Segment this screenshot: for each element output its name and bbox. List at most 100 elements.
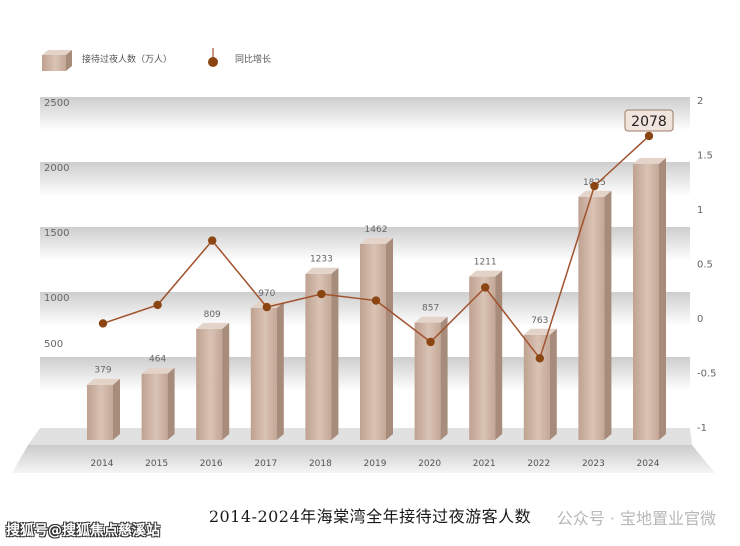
left-axis-ticks: 2500 2000 1500 1000 500: [44, 98, 69, 350]
bar-data-label: 464: [149, 355, 166, 365]
x-tick-label: 2017: [254, 459, 277, 469]
x-tick-label: 2019: [364, 459, 387, 469]
bar-side: [440, 316, 448, 440]
bar-side: [222, 322, 230, 440]
growth-point-2019: [371, 296, 381, 305]
bar-top: [414, 316, 448, 323]
bar-front: [633, 163, 659, 441]
growth-point-2018: [317, 289, 326, 299]
bar-side: [604, 190, 612, 440]
x-tick-label: 2018: [309, 459, 332, 469]
bar-front: [469, 276, 496, 440]
growth-point-2020: [426, 337, 435, 347]
bar-front: [360, 243, 386, 440]
right-tick-label: 1: [697, 205, 703, 216]
x-tick-label: 2024: [637, 459, 660, 469]
grid-band: [40, 97, 690, 131]
bar-2015: [141, 367, 175, 440]
bar-side: [276, 301, 284, 440]
right-tick-label: 1.5: [697, 151, 713, 162]
growth-point-2017: [262, 302, 271, 312]
bar-2021: [469, 270, 503, 440]
right-tick-label: 0: [697, 314, 703, 325]
bar-top: [87, 378, 120, 385]
bar-data-label: 763: [531, 316, 548, 326]
bar-2024: [633, 157, 666, 441]
x-axis-ticks: 2014 2015 2016 2017 2018 2019 2020 2021 2022 2023…: [91, 459, 660, 469]
bar-2016: [196, 322, 230, 440]
chart-title: 2014-2024年海棠湾全年接待过夜游客人数: [208, 507, 532, 526]
bar-front: [305, 273, 332, 440]
right-tick-label: -0.5: [697, 369, 717, 380]
x-tick-label: 2014: [91, 459, 114, 469]
legend-label-bar: 接待过夜人数（万人）: [82, 53, 172, 65]
growth-point-2014: [98, 319, 108, 328]
growth-line-series: [98, 131, 654, 363]
legend-bar-swatch-side: [66, 50, 72, 71]
bar-top: [305, 267, 339, 274]
right-tick-label: 2: [697, 96, 703, 107]
growth-point-2021: [481, 283, 490, 292]
bar-2022: [523, 328, 557, 440]
source-credit: 搜狐号@搜狐焦点慈溪站: [6, 523, 160, 539]
bar-front: [87, 384, 113, 440]
bar-2014: [87, 378, 120, 440]
bar-side: [549, 328, 557, 440]
right-tick-label: -1: [697, 423, 707, 434]
right-tick-label: 0.5: [697, 260, 713, 271]
x-tick-label: 2023: [582, 459, 605, 469]
left-tick-label: 1500: [44, 228, 69, 239]
legend: 接待过夜人数（万人） 同比增长: [42, 48, 271, 71]
growth-point-2022: [535, 354, 544, 363]
highlight-callout: 2078: [624, 109, 674, 132]
bar-top: [141, 367, 175, 374]
bar-front: [141, 373, 168, 440]
growth-point-2016: [208, 236, 217, 245]
x-tick-label: 2016: [200, 459, 223, 469]
bar-2020: [414, 316, 448, 440]
bar-top: [578, 190, 612, 197]
bar-side: [495, 270, 503, 440]
bar-top: [633, 157, 666, 164]
bar-side: [659, 157, 666, 441]
bar-data-label: 1211: [474, 258, 497, 268]
x-tick-label: 2020: [418, 459, 441, 469]
bar-data-label: 857: [422, 304, 439, 314]
bar-data-label: 1233: [310, 255, 333, 265]
bar-data-label: 809: [204, 310, 221, 320]
bar-2017: [250, 301, 284, 440]
floor-plane: [12, 445, 715, 473]
bar-data-label: 970: [258, 289, 275, 299]
growth-point-2023: [590, 181, 599, 191]
bar-side: [331, 267, 339, 440]
bar-front: [250, 307, 277, 440]
bar-front: [578, 196, 605, 440]
legend-bar-swatch-top: [42, 50, 72, 55]
bar-top: [360, 237, 393, 244]
bar-front: [196, 328, 223, 440]
bar-top: [469, 270, 503, 277]
grid-band: [40, 162, 690, 196]
legend-label-line: 同比增长: [235, 53, 271, 65]
bar-data-label: 379: [94, 366, 111, 376]
bar-top: [196, 322, 230, 329]
bar-front: [523, 334, 550, 440]
growth-point-2015: [153, 300, 162, 310]
bar-2018: [305, 267, 339, 440]
right-axis-ticks: 2 1.5 1 0.5 0 -0.5 -1: [697, 96, 717, 434]
x-tick-label: 2022: [527, 459, 550, 469]
bar-2019: [360, 237, 393, 440]
growth-point-2024: [644, 131, 654, 141]
legend-dot-swatch: [208, 57, 218, 67]
highlight-value: 2078: [631, 114, 667, 130]
x-tick-label: 2015: [145, 459, 168, 469]
bar-side: [167, 367, 175, 440]
bar-series: [87, 157, 666, 441]
bar-side: [113, 378, 120, 440]
watermark: 公众号 · 宝地置业官微: [556, 509, 716, 528]
legend-bar-swatch: [42, 55, 66, 71]
left-tick-label: 2500: [44, 98, 69, 109]
left-tick-label: 2000: [44, 163, 69, 174]
bar-data-label: 1462: [365, 225, 388, 235]
